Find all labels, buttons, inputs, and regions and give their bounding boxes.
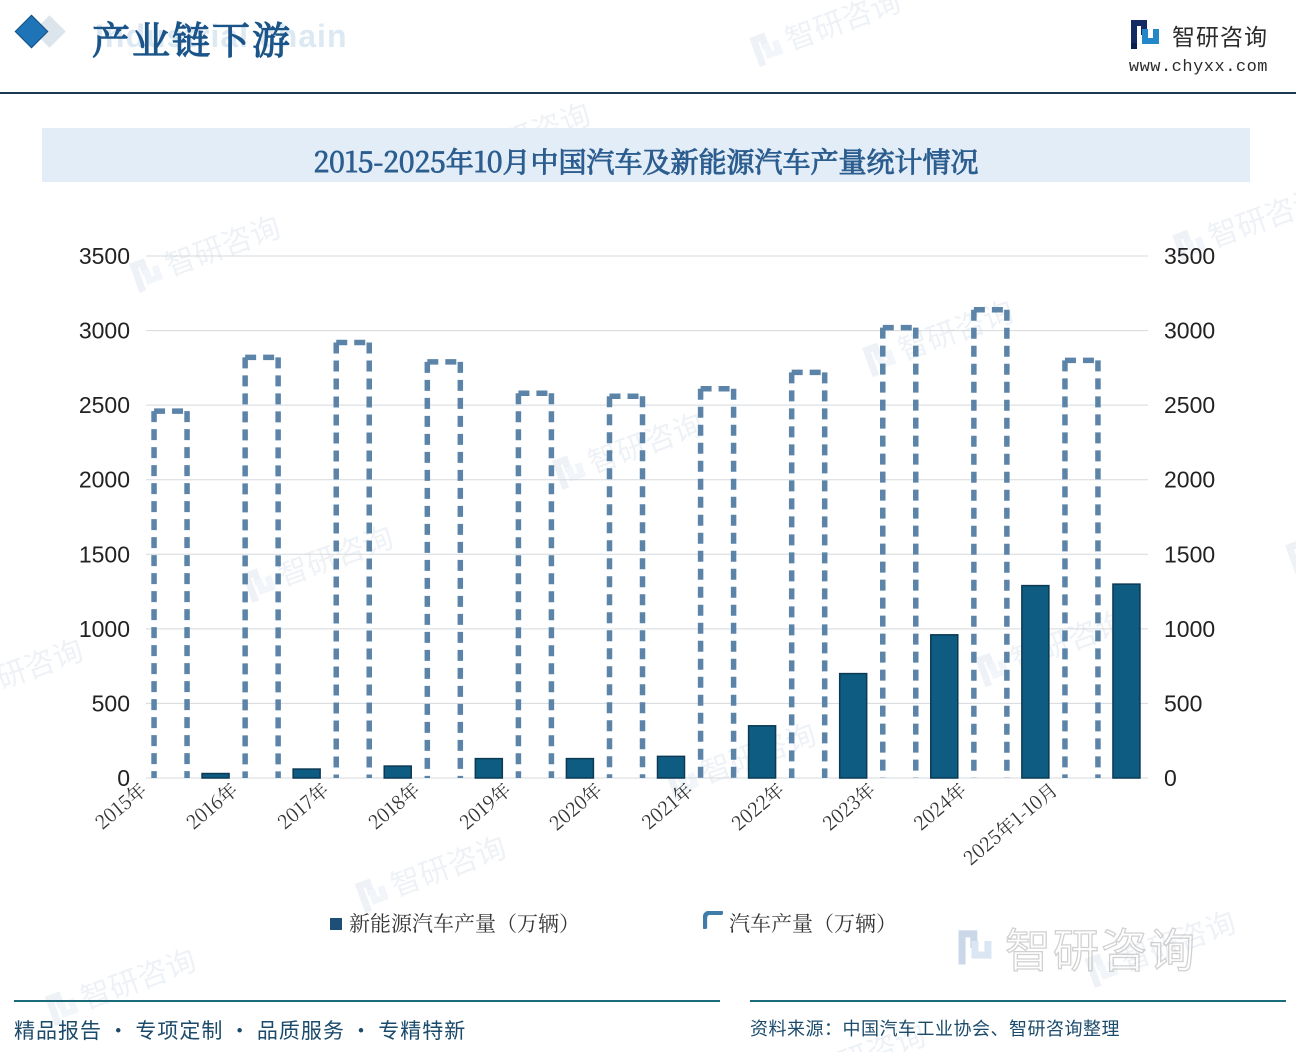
svg-text:2020年: 2020年 (543, 776, 607, 836)
svg-text:2024年: 2024年 (907, 776, 971, 836)
svg-text:2025年1-10月: 2025年1-10月 (957, 776, 1063, 871)
svg-text:2016年: 2016年 (180, 776, 243, 835)
svg-text:3000: 3000 (79, 318, 130, 344)
svg-text:2023年: 2023年 (816, 776, 880, 836)
svg-text:2021年: 2021年 (635, 776, 698, 835)
svg-text:1500: 1500 (79, 541, 130, 567)
svg-text:2018年: 2018年 (362, 776, 425, 835)
svg-text:2017年: 2017年 (271, 776, 334, 835)
svg-text:2500: 2500 (79, 392, 130, 418)
svg-text:1500: 1500 (1164, 541, 1215, 567)
svg-text:2022年: 2022年 (725, 776, 789, 836)
svg-text:3000: 3000 (1164, 318, 1215, 344)
svg-text:3500: 3500 (1164, 243, 1215, 269)
svg-text:2000: 2000 (1164, 467, 1215, 493)
svg-text:1000: 1000 (1164, 616, 1215, 642)
svg-text:1000: 1000 (79, 616, 130, 642)
svg-text:3500: 3500 (79, 243, 130, 269)
svg-text:2000: 2000 (79, 467, 130, 493)
svg-text:500: 500 (92, 690, 130, 716)
svg-text:2019年: 2019年 (453, 776, 516, 835)
svg-text:500: 500 (1164, 690, 1202, 716)
svg-text:0: 0 (1164, 765, 1177, 791)
svg-text:2500: 2500 (1164, 392, 1215, 418)
